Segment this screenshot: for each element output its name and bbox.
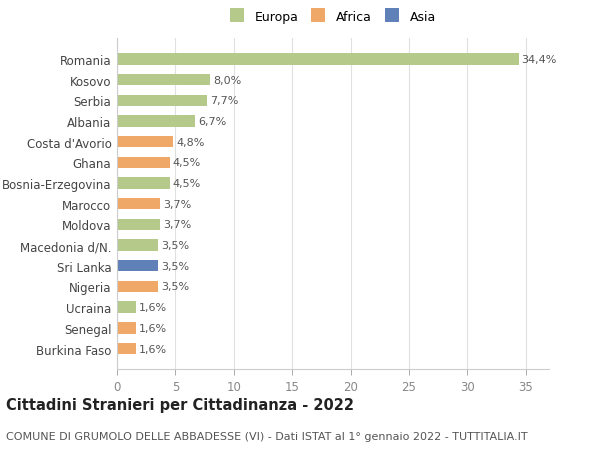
Text: 4,5%: 4,5% xyxy=(172,179,201,189)
Text: 3,7%: 3,7% xyxy=(163,220,191,230)
Text: 7,7%: 7,7% xyxy=(210,96,238,106)
Text: Cittadini Stranieri per Cittadinanza - 2022: Cittadini Stranieri per Cittadinanza - 2… xyxy=(6,397,354,412)
Bar xyxy=(117,343,136,354)
Text: 1,6%: 1,6% xyxy=(139,323,167,333)
Text: 4,5%: 4,5% xyxy=(172,158,201,168)
Text: 3,5%: 3,5% xyxy=(161,241,189,251)
Bar xyxy=(117,116,195,127)
Bar xyxy=(117,281,158,292)
Text: 8,0%: 8,0% xyxy=(214,75,242,85)
Text: 3,5%: 3,5% xyxy=(161,282,189,292)
Text: 3,7%: 3,7% xyxy=(163,199,191,209)
Text: 6,7%: 6,7% xyxy=(198,117,226,127)
Text: 4,8%: 4,8% xyxy=(176,137,205,147)
Bar xyxy=(117,261,158,272)
Bar xyxy=(117,157,170,168)
Bar xyxy=(117,199,160,210)
Text: COMUNE DI GRUMOLO DELLE ABBADESSE (VI) - Dati ISTAT al 1° gennaio 2022 - TUTTITA: COMUNE DI GRUMOLO DELLE ABBADESSE (VI) -… xyxy=(6,431,527,442)
Bar xyxy=(117,219,160,230)
Text: 34,4%: 34,4% xyxy=(521,55,557,65)
Bar xyxy=(117,178,170,189)
Text: 1,6%: 1,6% xyxy=(139,344,167,354)
Text: 1,6%: 1,6% xyxy=(139,302,167,313)
Bar xyxy=(117,240,158,251)
Bar xyxy=(117,95,207,106)
Bar xyxy=(117,302,136,313)
Bar xyxy=(117,75,211,86)
Legend: Europa, Africa, Asia: Europa, Africa, Asia xyxy=(227,8,439,26)
Bar xyxy=(117,54,518,65)
Text: 3,5%: 3,5% xyxy=(161,261,189,271)
Bar xyxy=(117,323,136,334)
Bar xyxy=(117,137,173,148)
